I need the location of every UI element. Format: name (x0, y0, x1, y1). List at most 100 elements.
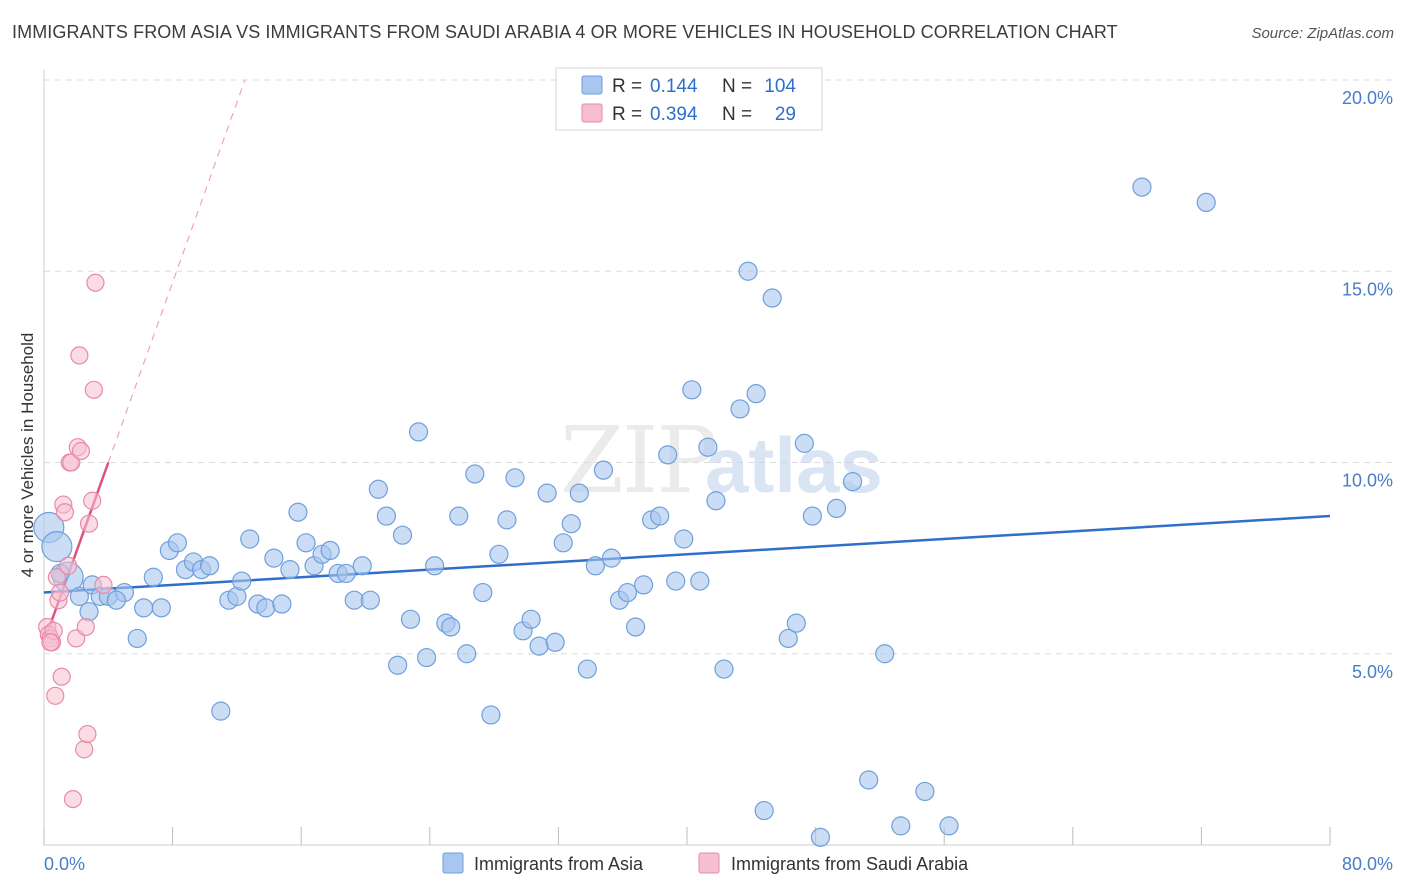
asia-data-point (388, 655, 408, 675)
legend-r-value-asia: 0.144 (650, 76, 698, 97)
asia-data-point (232, 571, 252, 591)
asia-data-point (545, 632, 565, 652)
watermark: ZIP atlas (560, 407, 883, 514)
asia-data-point (875, 644, 895, 664)
asia-data-point (416, 647, 437, 668)
asia-data-point (537, 483, 557, 503)
chart-source: Source: ZipAtlas.com (1251, 25, 1394, 42)
asia-data-point (730, 399, 750, 419)
asia-data-point (585, 556, 605, 576)
asia-data-point (666, 571, 686, 591)
saudi-data-point (71, 441, 91, 461)
asia-data-point (746, 384, 766, 404)
asia-data-point (425, 556, 445, 576)
asia-data-point (754, 800, 774, 821)
asia-data-point (151, 598, 171, 618)
asia-data-point (842, 472, 863, 492)
saudi-data-point (55, 503, 74, 522)
asia-data-point (690, 571, 710, 591)
grid-lines (44, 79, 1394, 655)
asia-data-point (211, 701, 231, 721)
y-tick-label: 15.0% (1342, 279, 1393, 299)
legend-swatch-saudi (581, 103, 603, 123)
asia-data-point (352, 556, 372, 576)
asia-data-point (810, 827, 831, 847)
asia-data-point (280, 559, 300, 580)
saudi-data-point (83, 491, 102, 510)
asia-data-point (344, 590, 364, 610)
stats-legend: R = 0.144 N = 104 R = 0.394 N = 29 (555, 67, 823, 131)
y-tick-label: 10.0% (1342, 471, 1393, 491)
asia-data-point (1132, 177, 1152, 197)
legend-n-label-asia: N = (722, 76, 752, 97)
asia-data-point (706, 491, 726, 511)
asia-data-point (593, 460, 614, 480)
asia-data-point (497, 510, 517, 530)
legend-n-value-asia: 104 (764, 76, 796, 97)
saudi-data-point (46, 686, 65, 705)
saudi-data-point (86, 273, 105, 292)
series-legend-label-asia: Immigrants from Asia (474, 854, 644, 874)
legend-n-label-saudi: N = (722, 104, 752, 125)
asia-data-point (633, 575, 654, 595)
asia-data-point (674, 529, 694, 549)
asia-data-point (682, 380, 702, 400)
asia-data-point (553, 533, 573, 553)
asia-data-point (465, 464, 485, 484)
asia-data-point (336, 563, 356, 584)
x-tick-label-min: 0.0% (44, 854, 85, 874)
saudi-data-point (63, 789, 83, 809)
saudi-data-point (59, 556, 78, 575)
chart-title: IMMIGRANTS FROM ASIA VS IMMIGRANTS FROM … (12, 22, 1118, 42)
legend-r-value-saudi: 0.394 (650, 104, 698, 125)
asia-data-point (802, 506, 822, 526)
asia-data-point (521, 609, 541, 629)
asia-data-point (134, 598, 154, 618)
asia-data-point (320, 540, 340, 561)
legend-r-label-saudi: R = (612, 104, 642, 125)
asia-data-point (199, 556, 220, 576)
x-axis-ticks (43, 827, 1331, 845)
asia-data-point (891, 816, 911, 836)
asia-data-point (1196, 192, 1216, 212)
saudi-data-point (75, 740, 94, 759)
asia-data-point (738, 261, 758, 281)
saudi-data-point (52, 667, 71, 686)
y-axis-tick-labels: 5.0% 10.0% 15.0% 20.0% (1342, 88, 1393, 682)
saudi-data-point (50, 583, 70, 602)
asia-data-point (457, 644, 477, 664)
asia-data-point (561, 514, 581, 534)
saudi-series-points (38, 273, 113, 809)
asia-data-point (505, 468, 525, 488)
trend-lines (42, 79, 1331, 643)
saudi-data-point (79, 514, 99, 533)
series-legend-label-saudi: Immigrants from Saudi Arabia (731, 854, 969, 874)
y-tick-label: 20.0% (1342, 88, 1393, 108)
asia-data-point (786, 613, 806, 633)
asia-data-point (368, 479, 388, 499)
asia-data-point (449, 506, 469, 526)
asia-data-point (577, 659, 597, 679)
asia-data-point (762, 288, 782, 308)
saudi-data-point (70, 346, 89, 365)
asia-data-point (392, 525, 413, 545)
asia-series-points (33, 177, 1216, 847)
asia-data-point (625, 617, 646, 637)
asia-data-point (650, 506, 670, 526)
legend-n-value-saudi: 29 (775, 104, 796, 125)
saudi-data-point (84, 380, 103, 399)
saudi-trend-line-extension (107, 79, 246, 463)
asia-data-point (826, 498, 847, 518)
asia-data-point (859, 770, 879, 790)
asia-data-point (698, 437, 718, 457)
asia-data-point (569, 483, 589, 503)
asia-data-point (288, 502, 308, 522)
asia-data-point (41, 531, 73, 563)
asia-data-point (376, 506, 396, 526)
y-axis-label: 4 or more Vehicles in Household (18, 333, 37, 578)
asia-data-point (939, 816, 959, 836)
y-tick-label: 5.0% (1352, 662, 1393, 682)
asia-data-point (240, 529, 260, 549)
asia-data-point (400, 609, 421, 629)
